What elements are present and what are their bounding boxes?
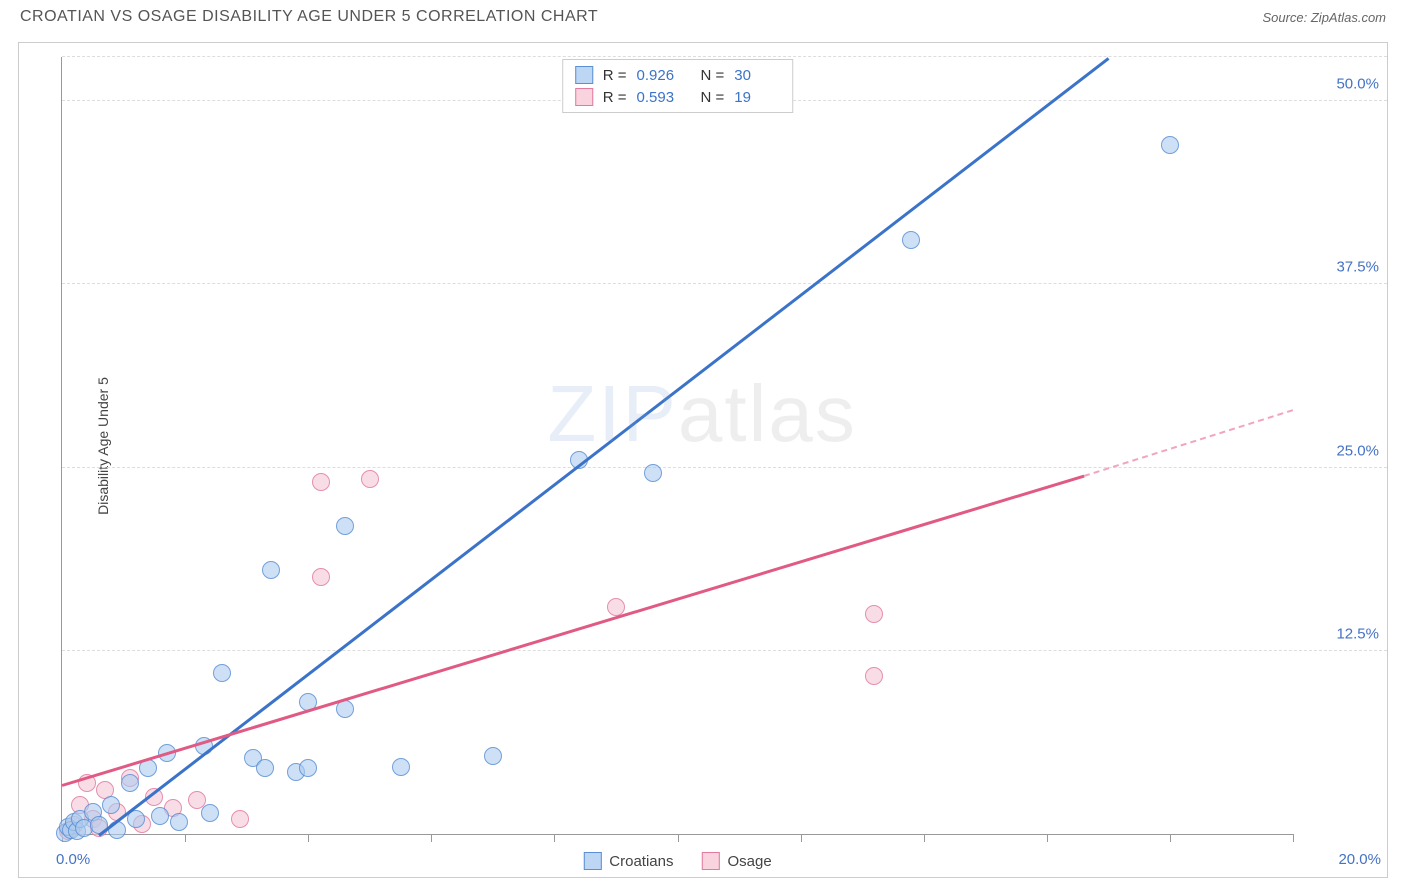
- chart-container: ZIPatlas Disability Age Under 5 0.0% 20.…: [18, 42, 1388, 878]
- data-point-pink: [361, 470, 379, 488]
- r-value-osage: 0.593: [637, 89, 683, 106]
- data-point-pink: [231, 810, 249, 828]
- x-tick: [801, 834, 802, 842]
- data-point-pink: [312, 473, 330, 491]
- watermark-bold: ZIP: [547, 369, 677, 458]
- x-max-label: 20.0%: [1338, 851, 1381, 868]
- data-point-blue: [256, 759, 274, 777]
- data-point-blue: [121, 774, 139, 792]
- data-point-pink: [865, 667, 883, 685]
- legend-label-osage: Osage: [728, 853, 772, 870]
- gridline: [62, 650, 1387, 651]
- watermark-thin: atlas: [678, 369, 857, 458]
- data-point-blue: [484, 747, 502, 765]
- data-point-blue: [151, 807, 169, 825]
- data-point-blue: [102, 796, 120, 814]
- gridline: [62, 283, 1387, 284]
- data-point-blue: [213, 664, 231, 682]
- data-point-pink: [312, 568, 330, 586]
- data-point-blue: [392, 758, 410, 776]
- n-label: N =: [701, 89, 725, 106]
- data-point-blue: [170, 813, 188, 831]
- chart-header: CROATIAN VS OSAGE DISABILITY AGE UNDER 5…: [0, 0, 1406, 32]
- y-tick-label: 37.5%: [1336, 259, 1379, 276]
- y-tick-label: 12.5%: [1336, 625, 1379, 642]
- x-tick: [185, 834, 186, 842]
- watermark: ZIPatlas: [547, 368, 856, 460]
- legend-item-osage: Osage: [702, 852, 772, 870]
- swatch-osage-icon: [575, 88, 593, 106]
- source-attribution: Source: ZipAtlas.com: [1262, 10, 1386, 25]
- plot-area: ZIPatlas Disability Age Under 5 0.0% 20.…: [61, 57, 1293, 835]
- legend-series: Croatians Osage: [583, 852, 771, 870]
- x-tick: [1170, 834, 1171, 842]
- x-tick: [431, 834, 432, 842]
- r-label: R =: [603, 67, 627, 84]
- chart-title: CROATIAN VS OSAGE DISABILITY AGE UNDER 5…: [20, 8, 598, 26]
- x-tick: [308, 834, 309, 842]
- data-point-blue: [336, 517, 354, 535]
- data-point-blue: [902, 231, 920, 249]
- x-tick: [1047, 834, 1048, 842]
- x-tick: [1293, 834, 1294, 842]
- x-origin-label: 0.0%: [56, 851, 90, 868]
- x-tick: [554, 834, 555, 842]
- data-point-blue: [299, 759, 317, 777]
- trend-line-blue: [98, 57, 1109, 836]
- x-tick: [678, 834, 679, 842]
- n-label: N =: [701, 67, 725, 84]
- legend-row-osage: R = 0.593 N = 19: [575, 86, 781, 108]
- data-point-blue: [201, 804, 219, 822]
- gridline: [62, 56, 1387, 57]
- r-label: R =: [603, 89, 627, 106]
- r-value-croatians: 0.926: [637, 67, 683, 84]
- x-tick: [924, 834, 925, 842]
- data-point-blue: [262, 561, 280, 579]
- legend-item-croatians: Croatians: [583, 852, 673, 870]
- n-value-osage: 19: [734, 89, 780, 106]
- legend-label-croatians: Croatians: [609, 853, 673, 870]
- y-tick-label: 50.0%: [1336, 75, 1379, 92]
- swatch-croatians-icon: [575, 66, 593, 84]
- legend-correlation-box: R = 0.926 N = 30 R = 0.593 N = 19: [562, 59, 794, 113]
- legend-row-croatians: R = 0.926 N = 30: [575, 64, 781, 86]
- data-point-blue: [1161, 136, 1179, 154]
- data-point-pink: [865, 605, 883, 623]
- y-axis-label: Disability Age Under 5: [95, 377, 111, 515]
- n-value-croatians: 30: [734, 67, 780, 84]
- trend-line-pink: [62, 475, 1085, 787]
- data-point-blue: [644, 464, 662, 482]
- swatch-croatians-icon: [583, 852, 601, 870]
- swatch-osage-icon: [702, 852, 720, 870]
- gridline: [62, 467, 1387, 468]
- y-tick-label: 25.0%: [1336, 442, 1379, 459]
